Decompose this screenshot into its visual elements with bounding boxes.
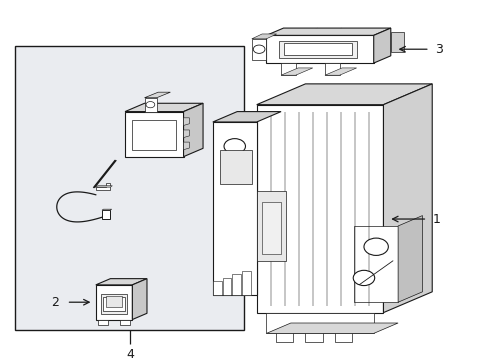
- Circle shape: [363, 238, 387, 256]
- Text: 1: 1: [431, 212, 439, 225]
- Circle shape: [253, 45, 264, 53]
- Bar: [242, 271, 250, 295]
- Text: 2: 2: [51, 296, 59, 309]
- Circle shape: [146, 102, 155, 108]
- Polygon shape: [183, 142, 189, 150]
- Polygon shape: [183, 103, 203, 157]
- Circle shape: [352, 270, 374, 285]
- Polygon shape: [120, 320, 130, 325]
- Text: 3: 3: [434, 43, 442, 56]
- Polygon shape: [266, 28, 390, 35]
- Polygon shape: [251, 39, 266, 60]
- Polygon shape: [132, 279, 147, 320]
- Polygon shape: [390, 32, 404, 52]
- Polygon shape: [325, 63, 339, 75]
- Polygon shape: [212, 122, 256, 295]
- Polygon shape: [125, 103, 203, 112]
- Polygon shape: [102, 209, 111, 210]
- Polygon shape: [102, 210, 110, 219]
- Polygon shape: [183, 130, 189, 138]
- Polygon shape: [353, 226, 397, 302]
- Polygon shape: [96, 279, 147, 285]
- Polygon shape: [256, 105, 383, 312]
- Bar: [132, 120, 176, 150]
- Bar: [15, 46, 244, 330]
- Polygon shape: [305, 333, 322, 342]
- Bar: [232, 274, 241, 295]
- Polygon shape: [183, 118, 189, 125]
- Polygon shape: [96, 183, 110, 190]
- Polygon shape: [334, 333, 351, 342]
- Polygon shape: [397, 216, 422, 302]
- Bar: [222, 278, 231, 295]
- Polygon shape: [220, 150, 251, 184]
- Polygon shape: [281, 68, 312, 75]
- Text: 4: 4: [126, 348, 134, 360]
- Bar: [283, 43, 351, 55]
- Bar: [105, 296, 122, 307]
- Polygon shape: [96, 186, 112, 187]
- Polygon shape: [212, 112, 281, 122]
- Polygon shape: [266, 312, 373, 333]
- Polygon shape: [276, 333, 293, 342]
- Polygon shape: [281, 63, 295, 75]
- Polygon shape: [144, 92, 170, 98]
- Bar: [261, 202, 281, 254]
- Polygon shape: [256, 84, 431, 105]
- Circle shape: [224, 139, 245, 154]
- Polygon shape: [96, 285, 132, 320]
- Bar: [212, 282, 221, 295]
- Bar: [103, 297, 125, 311]
- Polygon shape: [144, 98, 157, 112]
- Polygon shape: [98, 320, 108, 325]
- Polygon shape: [266, 35, 373, 63]
- Bar: [278, 41, 356, 58]
- Polygon shape: [266, 323, 397, 333]
- Bar: [101, 293, 127, 314]
- Polygon shape: [373, 28, 390, 63]
- Polygon shape: [251, 34, 276, 39]
- Polygon shape: [383, 84, 431, 312]
- Polygon shape: [125, 112, 183, 157]
- Polygon shape: [325, 68, 356, 75]
- Polygon shape: [256, 191, 285, 261]
